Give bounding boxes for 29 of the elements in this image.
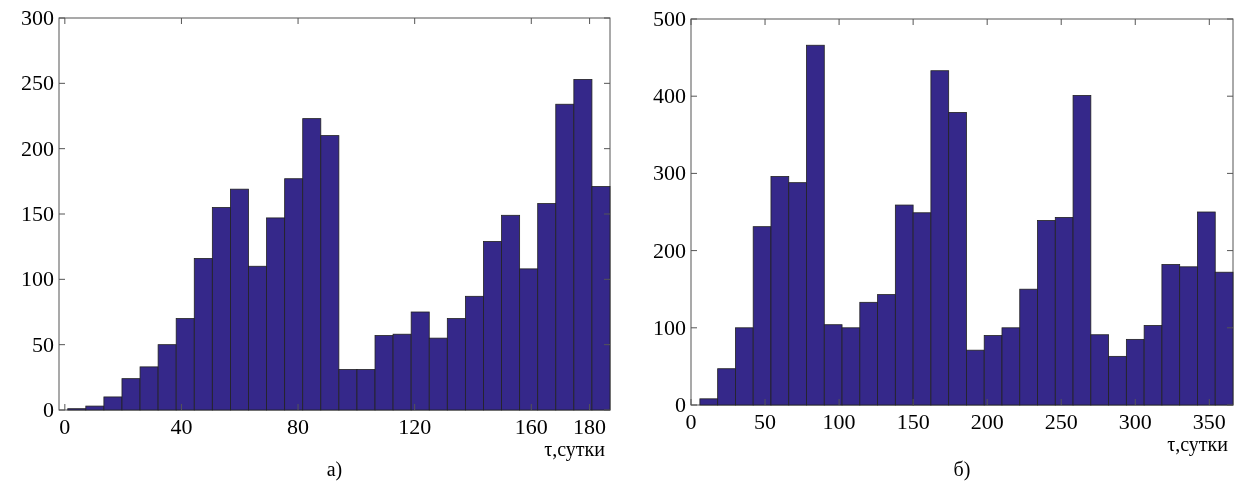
y-tick-label: 100 (653, 314, 686, 340)
y-tick-label: 300 (21, 5, 54, 30)
x-axis-title: τ,сутки (1167, 433, 1229, 456)
y-tick-label: 300 (653, 160, 686, 186)
x-axis-title: τ,сутки (544, 438, 606, 461)
y-tick-label: 100 (21, 266, 54, 292)
y-tick-label: 50 (32, 331, 54, 357)
x-tick-label: 180 (573, 414, 607, 439)
x-tick-label: 150 (896, 409, 930, 434)
x-tick-label: 0 (59, 414, 71, 439)
y-tick-label: 250 (21, 70, 54, 96)
x-tick-label: 160 (514, 414, 548, 439)
x-tick-label: 200 (970, 409, 1004, 434)
y-tick-label: 200 (653, 237, 686, 263)
text: б) (953, 458, 971, 481)
x-tick-label: 120 (398, 414, 432, 439)
y-tick-label: 400 (653, 83, 686, 109)
y-tick-label: 500 (653, 6, 686, 31)
x-tick-label: 100 (822, 409, 856, 434)
y-tick-label: 0 (675, 392, 686, 417)
x-tick-label: 350 (1192, 409, 1226, 434)
y-tick-label: 200 (21, 135, 54, 161)
y-tick-label: 150 (21, 201, 54, 226)
x-tick-label: 80 (287, 414, 310, 439)
x-tick-label: 250 (1044, 409, 1078, 434)
x-tick-label: 300 (1118, 409, 1152, 434)
text: а) (326, 458, 343, 481)
x-tick-label: 50 (754, 409, 777, 434)
x-tick-label: 40 (170, 414, 193, 439)
